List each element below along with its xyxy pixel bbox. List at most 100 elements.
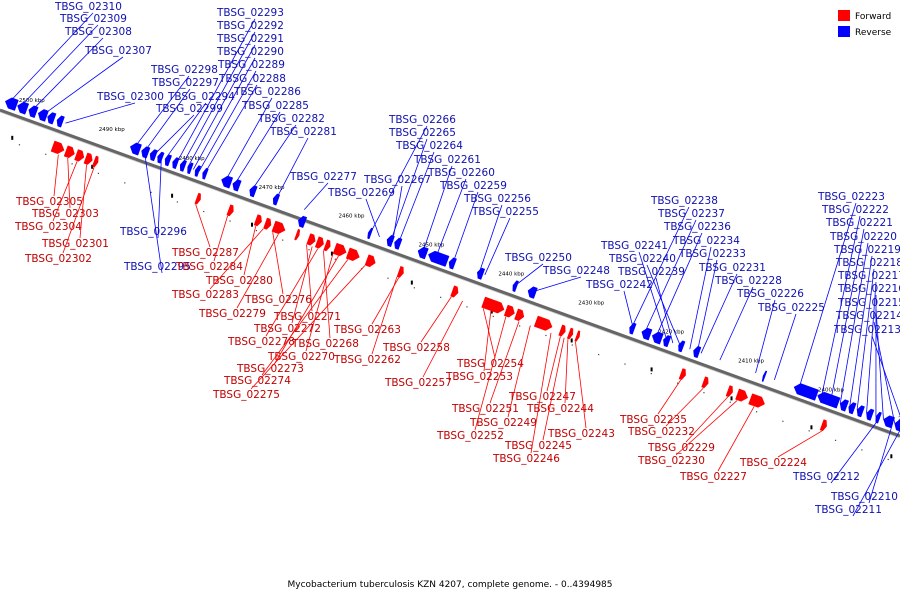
reverse-gene-arrow (232, 179, 242, 192)
leader-line (250, 265, 366, 390)
leader-line (306, 244, 313, 312)
reverse-gene-label: TBSG_02291 (216, 33, 284, 45)
leader-line (452, 191, 479, 264)
reverse-gene-arrow (394, 237, 403, 250)
forward-gene-label: TBSG_02262 (333, 354, 401, 366)
reverse-gene-label: TBSG_02294 (167, 91, 235, 103)
reverse-gene-label: TBSG_02259 (439, 180, 507, 192)
leader-line (638, 251, 668, 342)
ruler-tick-mark (490, 309, 493, 314)
leader-line (392, 185, 403, 242)
leader-line (484, 217, 511, 276)
forward-gene-arrow (194, 192, 201, 205)
reverse-gene-arrow (56, 115, 65, 128)
forward-gene-label: TBSG_02245 (504, 440, 572, 452)
reverse-gene-label: TBSG_02250 (504, 252, 572, 264)
leader-line (195, 204, 211, 248)
leader-line (272, 232, 284, 295)
reverse-gene-arrow (221, 175, 234, 189)
reverse-gene-arrow (37, 109, 49, 122)
leader-line (856, 268, 875, 410)
leader-line (866, 281, 877, 414)
leader-line (755, 299, 776, 374)
ruler-tick-label: 2500 kbp (19, 98, 45, 104)
leader-line (234, 111, 281, 185)
leader-line (251, 124, 297, 191)
leader-line (204, 84, 258, 174)
forward-gene-label: TBSG_02276 (244, 294, 312, 306)
legend-reverse-label: Reverse (855, 28, 892, 38)
leader-line (717, 406, 755, 472)
forward-gene-label: TBSG_02302 (24, 253, 92, 265)
leader-line (369, 125, 428, 234)
reverse-gene-arrow (428, 250, 450, 267)
forward-gene-label: TBSG_02278 (227, 336, 295, 348)
reverse-gene-arrow (202, 167, 209, 180)
reverse-gene-label: TBSG_02233 (678, 248, 746, 260)
reverse-gene-label: TBSG_02292 (216, 20, 284, 32)
reverse-gene-label: TBSG_02211 (814, 504, 882, 516)
reverse-gene-arrow (417, 246, 429, 260)
ruler-dot (729, 401, 731, 403)
reverse-gene-label: TBSG_02256 (463, 193, 531, 205)
reverse-gene-label: TBSG_02296 (119, 226, 187, 238)
forward-gene-arrow (314, 236, 324, 249)
reverse-gene-label: TBSG_02290 (216, 46, 284, 58)
forward-gene-arrow (50, 140, 65, 154)
reverse-gene-label: TBSG_02298 (150, 64, 218, 76)
forward-gene-arrow (678, 368, 686, 381)
leader-line (675, 400, 738, 456)
leader-line (774, 313, 797, 380)
reverse-gene-label: TBSG_02277 (289, 171, 357, 183)
forward-gene-label: TBSG_02301 (41, 238, 109, 250)
forward-gene-arrow (450, 285, 459, 298)
leader-line (164, 102, 207, 160)
leader-line (53, 154, 59, 197)
reverse-gene-label: TBSG_02269 (327, 187, 395, 199)
reverse-gene-arrow (47, 112, 57, 125)
reverse-gene-label: TBSG_02309 (59, 13, 127, 25)
leader-line (420, 296, 452, 343)
ruler-dot (834, 439, 837, 441)
reverse-gene-label: TBSG_02215 (837, 297, 900, 309)
leader-line (209, 228, 264, 290)
reverse-gene-label: TBSG_02225 (757, 302, 825, 314)
reverse-gene-arrow (678, 340, 686, 353)
forward-gene-label: TBSG_02303 (31, 208, 99, 220)
reverse-gene-label: TBSG_02261 (413, 154, 481, 166)
ruler-dot (492, 315, 494, 318)
reverse-gene-arrow (651, 331, 664, 345)
ruler-tick-label: 2430 kbp (578, 301, 604, 307)
leader-line (157, 157, 162, 239)
leader-line (657, 379, 682, 415)
leader-line (371, 277, 398, 355)
leader-line (514, 263, 544, 287)
reverse-gene-arrow (129, 142, 142, 156)
ruler-dot (97, 172, 100, 174)
reverse-gene-arrow (663, 335, 672, 348)
leader-line (8, 12, 94, 103)
reverse-gene-label: TBSG_02300 (96, 91, 164, 103)
ruler-tick-mark (410, 280, 413, 285)
leader-line (435, 178, 467, 258)
ruler-tick-label: 2440 kbp (498, 272, 524, 278)
reverse-gene-label: TBSG_02221 (825, 217, 893, 229)
reverse-gene-arrow (179, 159, 188, 172)
forward-gene-label: TBSG_02284 (175, 261, 243, 273)
reverse-gene-label: TBSG_02282 (257, 113, 325, 125)
forward-gene-label: TBSG_02271 (273, 311, 341, 323)
reverse-gene-arrow (866, 408, 875, 421)
leader-line (198, 70, 257, 172)
forward-gene-label: TBSG_02275 (212, 389, 280, 401)
leader-line (52, 161, 78, 222)
reverse-gene-label: TBSG_02231 (698, 262, 766, 274)
ruler-dot (176, 201, 179, 203)
reverse-gene-arrow (883, 415, 896, 429)
ruler-tick-label: 2400 kbp (818, 387, 844, 393)
reverse-gene-label: TBSG_02307 (84, 45, 152, 57)
forward-gene-label: TBSG_02270 (267, 351, 335, 363)
forward-gene-label: TBSG_02283 (171, 289, 239, 301)
ruler-dot (413, 287, 415, 289)
forward-gene-label: TBSG_02305 (15, 196, 83, 208)
leader-line (830, 417, 881, 484)
